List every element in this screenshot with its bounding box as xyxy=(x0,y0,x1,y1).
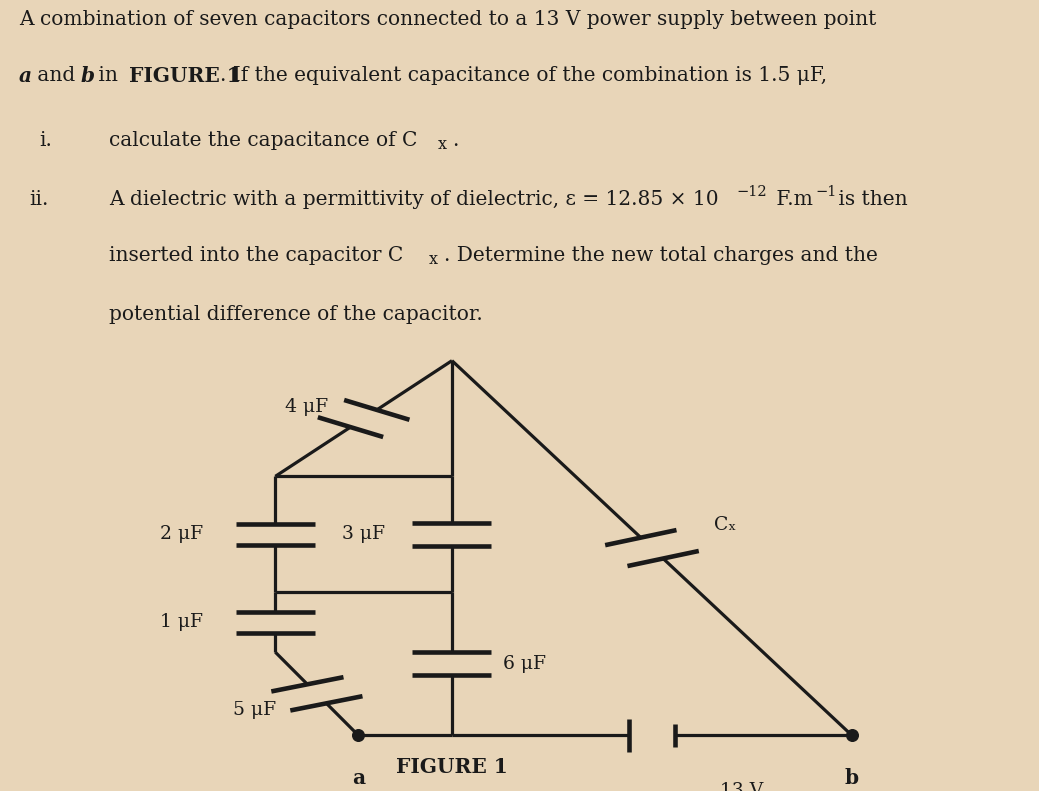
Text: inserted into the capacitor C: inserted into the capacitor C xyxy=(109,246,403,265)
Point xyxy=(844,729,860,742)
Text: 4 μF: 4 μF xyxy=(285,398,328,416)
Text: 1 μF: 1 μF xyxy=(160,613,204,631)
Text: i.: i. xyxy=(39,131,52,150)
Text: x: x xyxy=(429,251,438,268)
Text: . If the equivalent capacitance of the combination is 1.5 μF,: . If the equivalent capacitance of the c… xyxy=(220,66,827,85)
Text: −1: −1 xyxy=(816,185,837,199)
Text: F.m: F.m xyxy=(770,191,812,210)
Text: is then: is then xyxy=(832,191,908,210)
Text: .: . xyxy=(452,131,458,150)
Text: A dielectric with a permittivity of dielectric, ε = 12.85 × 10: A dielectric with a permittivity of diel… xyxy=(109,191,719,210)
Text: a: a xyxy=(19,66,32,85)
Text: x: x xyxy=(437,136,447,153)
Text: and: and xyxy=(31,66,82,85)
Point xyxy=(350,729,367,742)
Text: 6 μF: 6 μF xyxy=(503,655,547,673)
Text: potential difference of the capacitor.: potential difference of the capacitor. xyxy=(109,305,483,324)
Text: A combination of seven capacitors connected to a 13 V power supply between point: A combination of seven capacitors connec… xyxy=(19,9,876,28)
Text: FIGURE 1: FIGURE 1 xyxy=(129,66,241,85)
Text: FIGURE 1: FIGURE 1 xyxy=(396,757,508,777)
Text: b: b xyxy=(845,768,859,788)
Text: −12: −12 xyxy=(737,185,767,199)
Text: in: in xyxy=(92,66,125,85)
Text: calculate the capacitance of C: calculate the capacitance of C xyxy=(109,131,418,150)
Text: a: a xyxy=(352,768,365,788)
Text: Cₓ: Cₓ xyxy=(714,516,736,534)
Text: 5 μF: 5 μF xyxy=(233,701,276,719)
Text: ii.: ii. xyxy=(29,191,49,210)
Text: 3 μF: 3 μF xyxy=(342,525,385,543)
Text: . Determine the new total charges and the: . Determine the new total charges and th… xyxy=(444,246,878,265)
Text: 13 V: 13 V xyxy=(720,782,764,791)
Text: 2 μF: 2 μF xyxy=(160,525,204,543)
Text: b: b xyxy=(80,66,95,85)
